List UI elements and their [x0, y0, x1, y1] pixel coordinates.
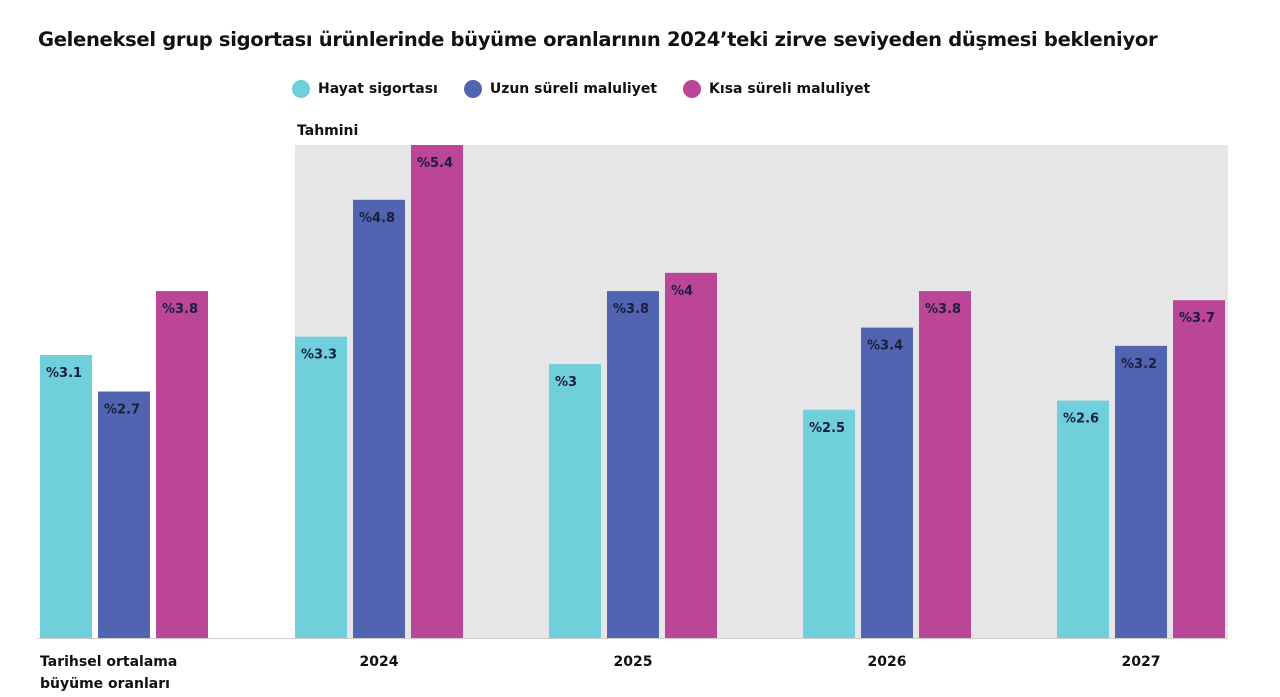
legend-label: Hayat sigortası	[318, 81, 438, 97]
bar	[919, 291, 971, 638]
bar	[1057, 400, 1109, 638]
data-label: %2.6	[1063, 412, 1099, 427]
legend-swatch	[683, 80, 702, 98]
data-label: %3.7	[1179, 311, 1215, 326]
data-label: %2.7	[104, 403, 140, 418]
bar	[803, 409, 855, 638]
legend-item-kisa: Kısa süreli maluliyet	[683, 80, 870, 98]
data-label: %3.4	[867, 339, 903, 354]
data-label: %3.8	[613, 302, 649, 317]
forecast-label: Tahmini	[297, 123, 358, 139]
data-label: %3.2	[1121, 357, 1157, 372]
category-label: 2027	[1122, 654, 1161, 670]
legend-item-uzun: Uzun süreli maluliyet	[463, 80, 658, 98]
legend-item-hayat: Hayat sigortası	[292, 80, 438, 98]
bar	[549, 364, 601, 638]
bar	[1173, 300, 1225, 638]
category-label: 2025	[614, 654, 653, 670]
bar	[607, 291, 659, 638]
legend-label: Kısa süreli maluliyet	[709, 81, 871, 97]
legend-swatch	[463, 80, 482, 98]
data-label: %4	[671, 284, 693, 299]
category-label: 2026	[868, 654, 907, 670]
category-label: 2024	[360, 654, 399, 670]
data-label: %5.4	[417, 156, 453, 171]
bar	[40, 354, 92, 638]
bar	[665, 272, 717, 638]
category-label: Tarihsel ortalama	[40, 654, 177, 670]
legend-label: Uzun süreli maluliyet	[489, 81, 658, 97]
chart-title: Geleneksel grup sigortası ürünlerinde bü…	[38, 28, 1158, 51]
data-label: %2.5	[809, 421, 845, 436]
bar	[1115, 345, 1167, 638]
bar	[295, 336, 347, 638]
data-label: %3.3	[301, 348, 337, 363]
data-label: %3.8	[925, 302, 961, 317]
bar	[353, 199, 405, 638]
category-label: büyüme oranları	[40, 676, 170, 692]
data-label: %3.8	[162, 302, 198, 317]
bar	[411, 145, 463, 638]
bar	[156, 291, 208, 638]
data-label: %4.8	[359, 211, 395, 226]
data-label: %3	[555, 375, 577, 390]
legend-swatch	[292, 80, 310, 98]
legend: Hayat sigortası Uzun süreli maluliyet Kı…	[292, 80, 870, 98]
bar	[98, 391, 150, 638]
data-label: %3.1	[46, 366, 82, 381]
bar	[861, 327, 913, 638]
